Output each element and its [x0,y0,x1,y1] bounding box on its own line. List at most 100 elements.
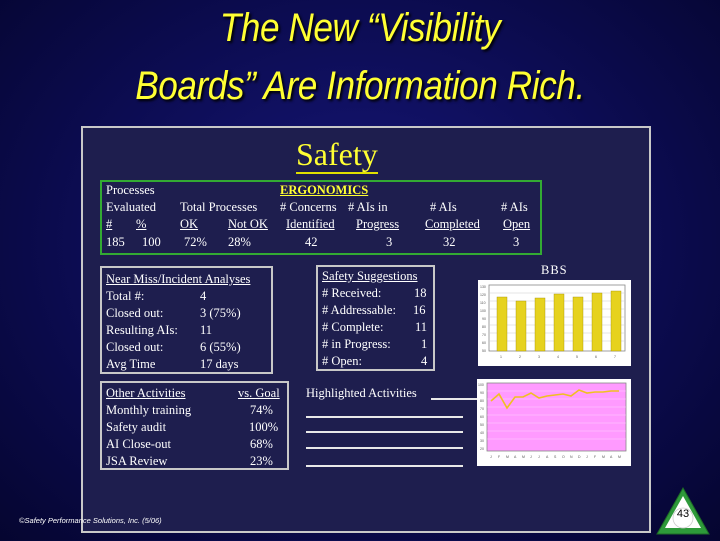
ais-open-value: 3 [513,235,520,249]
svg-text:130: 130 [480,285,486,289]
activity-value: 74% [250,403,273,417]
total-processes-ok-header: OK [180,217,199,231]
suggestion-label: # Received: [322,286,382,300]
svg-text:60: 60 [482,341,486,345]
svg-text:90: 90 [482,317,486,321]
board-heading: Safety [296,136,378,174]
svg-text:30: 30 [480,439,484,443]
near-miss-value: 17 days [200,357,239,371]
near-miss-value: 4 [200,289,207,303]
svg-text:D: D [578,455,581,459]
near-miss-value: 6 (55%) [200,340,241,354]
activity-line-chart: 100 90 80 70 60 50 40 30 20 J F M A M J J A S O N D J F… [477,379,631,466]
concerns-value: 42 [305,235,318,249]
ais-completed-label-1: # AIs [430,200,457,214]
svg-text:J: J [490,455,492,459]
bbs-bar [534,297,546,352]
ais-open-label-1: # AIs [501,200,528,214]
near-miss-value: 3 (75%) [200,306,241,320]
svg-text:1: 1 [500,355,502,359]
activity-value: 68% [250,437,273,451]
svg-text:S: S [554,455,557,459]
other-activities-box [100,381,289,470]
near-miss-label: Closed out: [106,306,164,320]
slide-title-line-2: Boards” Are Information Rich. [135,64,585,108]
activity-label: AI Close-out [106,437,171,451]
near-miss-value: 11 [200,323,213,337]
suggestion-label: # Complete: [322,320,384,334]
concerns-label-2: Identified [286,217,335,231]
near-miss-heading: Near Miss/Incident Analyses [106,272,251,286]
svg-text:F: F [594,455,596,459]
near-miss-label: Resulting AIs: [106,323,178,337]
svg-text:M: M [618,455,621,459]
activity-line-chart-svg: 100 90 80 70 60 50 40 30 20 J F M A M J J A S O N D J F… [478,382,627,459]
ais-completed-label-2: Completed [425,217,480,231]
bbs-bar [610,290,622,352]
visibility-board: Safety Processes Evaluated # % 185 100 T… [81,126,651,533]
processes-count-value: 185 [106,235,125,249]
processes-line-2: Evaluated [106,200,156,214]
processes-percent-value: 100 [142,235,161,249]
bbs-bar [553,293,565,352]
svg-text:J: J [586,455,588,459]
svg-text:A: A [546,455,549,459]
svg-text:M: M [506,455,509,459]
ais-open-label-2: Open [503,217,531,231]
slide-title-line-1: The New “Visibility [219,6,501,50]
svg-text:6: 6 [595,355,597,359]
svg-text:4: 4 [557,355,559,359]
suggestion-value: 11 [415,320,428,334]
page-number-badge: 43 [655,486,711,536]
svg-text:80: 80 [480,399,484,403]
svg-text:J: J [538,455,540,459]
svg-text:A: A [514,455,517,459]
activity-label: Safety audit [106,420,167,434]
suggestion-value: 1 [421,337,428,351]
svg-text:J: J [530,455,532,459]
svg-text:50: 50 [482,349,486,353]
svg-text:O: O [562,455,565,459]
ais-completed-value: 32 [443,235,456,249]
svg-text:7: 7 [614,355,616,359]
highlighted-blank-line [306,447,463,449]
suggestion-label: # Addressable: [322,303,396,317]
ais-in-progress-label-1: # AIs in [348,200,388,214]
processes-ergonomics-box [100,180,542,255]
svg-text:F: F [498,455,500,459]
total-processes-notok-value: 28% [228,235,251,249]
concerns-label-1: # Concerns [280,200,337,214]
bbs-bar [496,296,508,352]
copyright-footer: ©Safety Performance Solutions, Inc. (5/0… [19,516,162,525]
activity-value: 23% [250,454,273,468]
svg-text:M: M [522,455,525,459]
suggestion-value: 4 [421,354,428,368]
suggestions-box [316,265,435,371]
triangle-logo-icon [656,486,710,535]
processes-count-header: # [106,217,113,231]
svg-text:2: 2 [519,355,521,359]
near-miss-box [100,266,273,374]
processes-line-1: Processes [106,183,155,197]
ergonomics-heading: ERGONOMICS [280,183,369,197]
activity-label: JSA Review [106,454,168,468]
suggestion-value: 18 [414,286,427,300]
near-miss-label: Avg Time [106,357,156,371]
ais-in-progress-value: 3 [386,235,393,249]
bbs-bar-chart-svg: 130 120 110 100 90 80 70 60 50 1 2 3 4 5 6 7 [480,284,626,359]
svg-text:N: N [570,455,573,459]
activity-line-series [490,389,619,410]
svg-text:80: 80 [482,325,486,329]
other-activities-heading: Other Activities [106,386,186,400]
svg-text:40: 40 [480,431,484,435]
svg-text:5: 5 [576,355,578,359]
bbs-bar [515,300,527,352]
svg-text:100: 100 [480,309,486,313]
suggestion-label: # Open: [322,354,362,368]
suggestions-heading: Safety Suggestions [322,269,418,283]
highlighted-blank-line [306,416,463,418]
svg-text:M: M [602,455,605,459]
svg-text:20: 20 [480,447,484,451]
total-processes-label: Total Processes [180,200,258,214]
highlighted-activities-heading: Highlighted Activities [306,386,417,400]
